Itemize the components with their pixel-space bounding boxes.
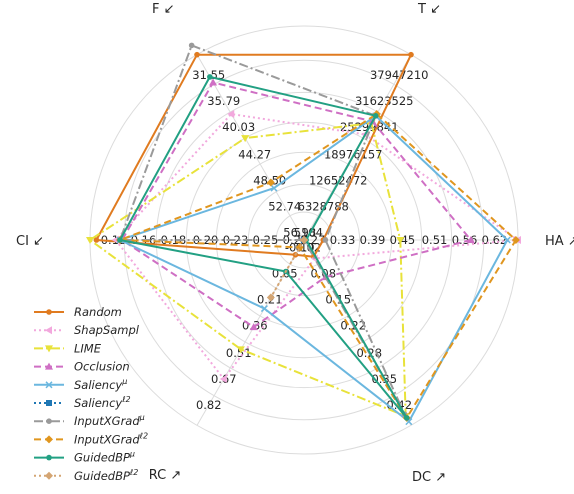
legend-item: Random	[34, 305, 122, 319]
tick-label: 31623525	[355, 94, 414, 108]
legend-swatch-marker	[46, 454, 52, 461]
series-point-marker	[396, 237, 405, 244]
axis-label-t: T ↙	[417, 2, 441, 17]
series-point-marker	[300, 236, 308, 244]
legend-label-sup: ℓ2	[121, 395, 130, 404]
series-point-marker	[117, 237, 123, 243]
series-point-marker	[249, 323, 258, 331]
legend-item: GuidedBPμ	[34, 450, 135, 465]
legend-label: LIME	[74, 341, 102, 355]
legend-swatch-marker	[45, 345, 53, 353]
series-point-marker	[466, 236, 475, 243]
tick-label: 0.51	[226, 346, 252, 360]
legend-label: Occlusion	[74, 360, 130, 374]
legend-item: LIME	[34, 341, 102, 355]
legend-label-sup: ℓ2	[129, 468, 138, 477]
series-point-marker	[503, 236, 511, 244]
legend-swatch-marker	[46, 309, 52, 315]
legend-item: Saliencyℓ2	[34, 395, 131, 410]
tick-label: 52.74	[268, 200, 301, 214]
series-point-marker	[219, 374, 227, 383]
series-point-marker	[403, 415, 410, 421]
series-point-marker	[372, 113, 379, 119]
series-point-marker	[209, 78, 218, 86]
legend: Random ShapSampl LIME Occlusion Saliencyμ Sal…	[34, 305, 148, 483]
tick-label: 0.18	[161, 233, 187, 247]
legend-item: GuidedBPℓ2	[34, 468, 138, 483]
legend-item: Occlusion	[34, 360, 130, 374]
legend-label-sup: μ	[121, 377, 127, 386]
legend-item: Saliencyμ	[34, 377, 127, 392]
tick-label: 5104	[294, 226, 323, 240]
legend-swatch-marker	[46, 418, 52, 425]
axis-label-dc: DC ↗	[412, 470, 446, 485]
series-point-marker	[266, 293, 275, 302]
series-point-marker	[241, 135, 250, 143]
series-point-marker	[207, 74, 213, 80]
tick-label: 0.51	[422, 233, 448, 247]
axis-label-f: F ↙	[152, 2, 175, 17]
legend-label: Random	[74, 305, 122, 319]
legend-swatch-marker	[45, 471, 53, 480]
grid-spoke	[196, 54, 305, 241]
series-point-marker	[236, 346, 245, 354]
series-guidedbp-9	[266, 236, 308, 302]
legend-label: GuidedBPμ	[74, 450, 135, 465]
legend-item: InputXGradμ	[34, 413, 145, 428]
series-point-marker	[227, 109, 235, 118]
legend-label: ShapSampl	[74, 323, 140, 337]
legend-swatch-marker	[45, 362, 53, 370]
tick-label: 0.39	[360, 233, 386, 247]
legend-label: InputXGradμ	[74, 413, 145, 428]
legend-swatch-marker	[45, 326, 52, 335]
series-point-marker	[260, 305, 268, 313]
tick-label: 0.33	[330, 233, 356, 247]
legend-label: Saliencyμ	[74, 377, 127, 392]
tick-label: 0.23	[223, 233, 249, 247]
series-point-marker	[408, 51, 414, 58]
series-point-marker	[511, 236, 520, 244]
legend-item: InputXGradℓ2	[34, 431, 148, 446]
tick-label: 40.03	[222, 120, 255, 134]
legend-swatch-marker	[46, 400, 52, 406]
axis-label-ha: HA ↗	[545, 234, 574, 249]
legend-item: ShapSampl	[34, 323, 140, 337]
axis-labels: T ↙ HA ↗ DC ↗ RC ↗ CI ↙ F ↙	[16, 2, 574, 485]
series-point-marker	[93, 237, 100, 243]
series-lime	[86, 120, 410, 421]
legend-label-sup: μ	[129, 450, 135, 459]
legend-label: GuidedBPℓ2	[74, 468, 138, 483]
tick-label: 0.82	[196, 398, 222, 412]
legend-label: InputXGradℓ2	[74, 431, 148, 446]
tick-label: 35.79	[207, 94, 240, 108]
series-lines	[86, 42, 521, 426]
series-point-marker	[266, 178, 275, 187]
series-point-marker	[188, 42, 195, 49]
series-point-marker	[194, 51, 200, 58]
tick-label: 44.27	[238, 148, 271, 162]
legend-swatch-marker	[45, 435, 53, 444]
tick-label: 6328788	[298, 200, 349, 214]
series-point-marker	[86, 237, 94, 244]
legend-label-sup: ℓ2	[139, 431, 148, 440]
series-point-marker	[322, 237, 329, 243]
legend-label-sup: μ	[139, 413, 145, 422]
legend-swatch-marker	[45, 381, 53, 389]
series-point-marker	[270, 184, 278, 192]
legend-label: Saliencyℓ2	[74, 395, 131, 410]
tick-label: 37947210	[370, 68, 429, 82]
axis-label-rc: RC ↗	[149, 468, 182, 483]
tick-label: 0.15	[325, 292, 351, 306]
axis-label-ci: CI ↙	[16, 234, 44, 249]
